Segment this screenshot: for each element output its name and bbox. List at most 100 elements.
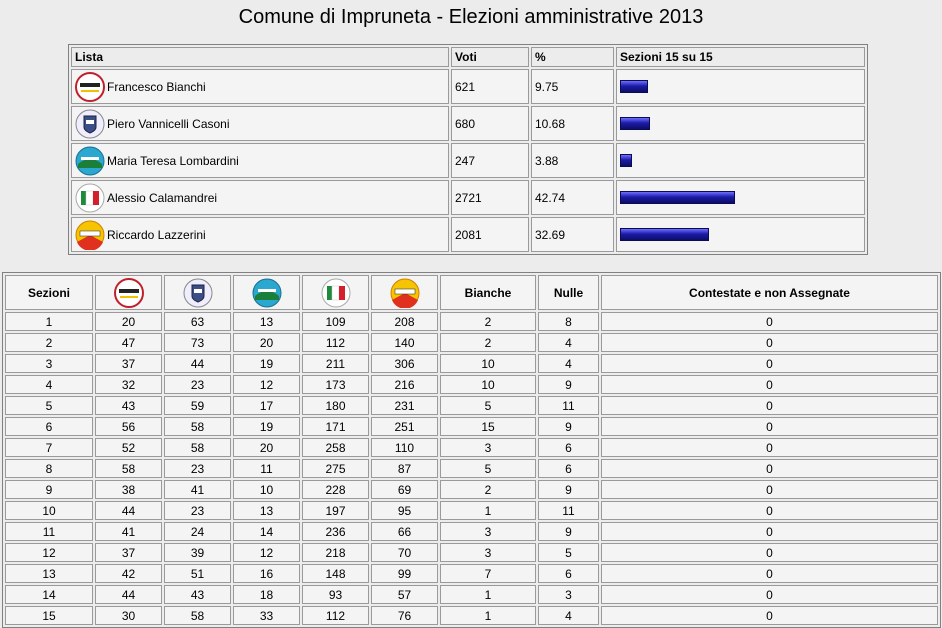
header-contestate: Contestate e non Assegnate	[601, 275, 938, 310]
votes-civic-list-cell: 44	[164, 354, 231, 373]
bianche-cell: 5	[440, 459, 536, 478]
votes-lazzerini-cell: 140	[371, 333, 438, 352]
votes-sel-cell: 12	[233, 543, 300, 562]
votes-m5s-cell: 20	[95, 312, 162, 331]
contestate-cell: 0	[601, 501, 938, 520]
vote-share-bar	[620, 80, 648, 93]
votes-m5s-cell: 43	[95, 396, 162, 415]
votes-sel-cell: 16	[233, 564, 300, 583]
nulle-cell: 4	[538, 333, 599, 352]
section-row: 2 47 73 20 112 140 2 4 0	[5, 333, 938, 352]
votes-sel-cell: 20	[233, 438, 300, 457]
header-percent: %	[531, 47, 614, 67]
sezione-cell: 3	[5, 354, 93, 373]
bianche-cell: 2	[440, 480, 536, 499]
percent-cell: 32.69	[531, 217, 614, 252]
bianche-cell: 10	[440, 354, 536, 373]
sezione-cell: 11	[5, 522, 93, 541]
sezione-cell: 10	[5, 501, 93, 520]
votes-lazzerini-cell: 69	[371, 480, 438, 499]
sel-logo-icon	[75, 146, 105, 176]
bianche-cell: 3	[440, 438, 536, 457]
sezione-cell: 6	[5, 417, 93, 436]
header-sezioni: Sezioni 15 su 15	[616, 47, 865, 67]
votes-lazzerini-cell: 99	[371, 564, 438, 583]
votes-m5s-cell: 32	[95, 375, 162, 394]
pd-logo-icon	[75, 183, 105, 213]
votes-civic-list-cell: 39	[164, 543, 231, 562]
votes-civic-list-cell: 41	[164, 480, 231, 499]
votes-lazzerini-cell: 95	[371, 501, 438, 520]
sezione-cell: 12	[5, 543, 93, 562]
contestate-cell: 0	[601, 375, 938, 394]
page-title: Comune di Impruneta - Elezioni amministr…	[238, 6, 704, 28]
votes-pd-cell: 173	[302, 375, 369, 394]
bar-cell	[616, 69, 865, 104]
header-logo-5	[371, 275, 438, 310]
nulle-cell: 6	[538, 564, 599, 583]
bar-cell	[616, 217, 865, 252]
bianche-cell: 15	[440, 417, 536, 436]
nulle-cell: 9	[538, 522, 599, 541]
section-row: 1 20 63 13 109 208 2 8 0	[5, 312, 938, 331]
contestate-cell: 0	[601, 333, 938, 352]
votes-pd-cell: 180	[302, 396, 369, 415]
sezione-cell: 1	[5, 312, 93, 331]
section-row: 12 37 39 12 218 70 3 5 0	[5, 543, 938, 562]
votes-cell: 247	[451, 143, 529, 178]
votes-sel-cell: 10	[233, 480, 300, 499]
header-logo-1	[95, 275, 162, 310]
bianche-cell: 2	[440, 333, 536, 352]
candidate: Alessio Calamandrei	[75, 183, 445, 213]
votes-lazzerini-cell: 251	[371, 417, 438, 436]
votes-m5s-cell: 56	[95, 417, 162, 436]
votes-sel-cell: 13	[233, 312, 300, 331]
votes-pd-cell: 148	[302, 564, 369, 583]
votes-m5s-cell: 41	[95, 522, 162, 541]
bianche-cell: 3	[440, 522, 536, 541]
contestate-cell: 0	[601, 459, 938, 478]
votes-lazzerini-cell: 76	[371, 606, 438, 625]
nulle-cell: 6	[538, 438, 599, 457]
civic-list-logo-icon	[75, 109, 105, 139]
votes-pd-cell: 93	[302, 585, 369, 604]
contestate-cell: 0	[601, 606, 938, 625]
sezione-cell: 2	[5, 333, 93, 352]
votes-sel-cell: 33	[233, 606, 300, 625]
votes-m5s-cell: 37	[95, 354, 162, 373]
votes-cell: 621	[451, 69, 529, 104]
votes-sel-cell: 13	[233, 501, 300, 520]
votes-lazzerini-cell: 87	[371, 459, 438, 478]
m5s-logo-icon	[75, 71, 105, 102]
votes-pd-cell: 109	[302, 312, 369, 331]
contestate-cell: 0	[601, 564, 938, 583]
vote-share-bar	[620, 228, 709, 241]
votes-civic-list-cell: 58	[164, 606, 231, 625]
candidate-cell: Francesco Bianchi	[71, 69, 449, 104]
percent-cell: 9.75	[531, 69, 614, 104]
nulle-cell: 9	[538, 480, 599, 499]
candidate: Piero Vannicelli Casoni	[75, 109, 445, 139]
section-row: 3 37 44 19 211 306 10 4 0	[5, 354, 938, 373]
votes-m5s-cell: 44	[95, 501, 162, 520]
votes-pd-cell: 211	[302, 354, 369, 373]
votes-civic-list-cell: 23	[164, 501, 231, 520]
percent-cell: 3.88	[531, 143, 614, 178]
votes-pd-cell: 228	[302, 480, 369, 499]
nulle-cell: 9	[538, 375, 599, 394]
contestate-cell: 0	[601, 438, 938, 457]
sezione-cell: 8	[5, 459, 93, 478]
votes-m5s-cell: 58	[95, 459, 162, 478]
votes-civic-list-cell: 73	[164, 333, 231, 352]
header-logo-3	[233, 275, 300, 310]
votes-lazzerini-cell: 70	[371, 543, 438, 562]
sezione-cell: 5	[5, 396, 93, 415]
section-row: 13 42 51 16 148 99 7 6 0	[5, 564, 938, 583]
votes-civic-list-cell: 63	[164, 312, 231, 331]
nulle-cell: 6	[538, 459, 599, 478]
vote-share-bar	[620, 154, 633, 167]
header-nulle: Nulle	[538, 275, 599, 310]
header-logo-2	[164, 275, 231, 310]
bianche-cell: 5	[440, 396, 536, 415]
candidate-cell: Alessio Calamandrei	[71, 180, 449, 215]
